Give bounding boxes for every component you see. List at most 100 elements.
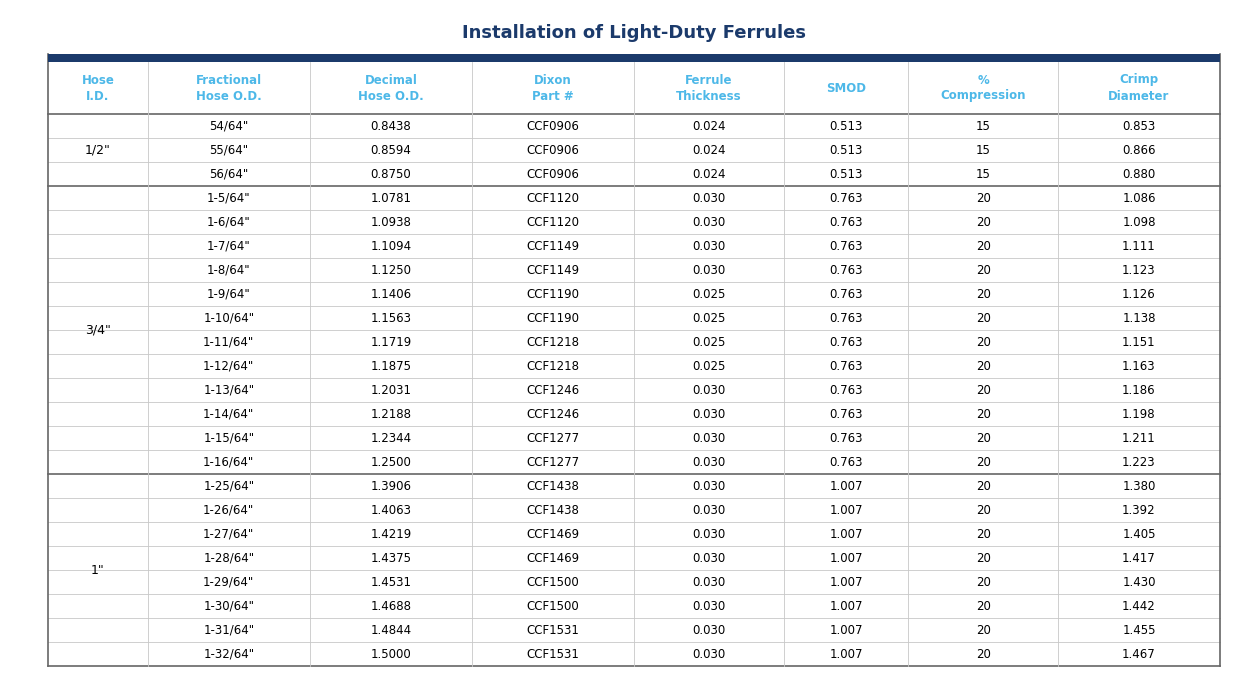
Text: 1.392: 1.392 [1122, 504, 1156, 516]
Text: 0.025: 0.025 [692, 312, 726, 324]
Text: 0.763: 0.763 [829, 264, 863, 276]
Text: 0.853: 0.853 [1122, 120, 1156, 132]
Text: 0.030: 0.030 [692, 216, 725, 228]
Text: 20: 20 [976, 479, 991, 493]
Text: 1.151: 1.151 [1122, 335, 1156, 349]
Text: 1.1719: 1.1719 [370, 335, 411, 349]
Text: SMOD: SMOD [826, 82, 867, 95]
Text: 0.024: 0.024 [692, 168, 726, 180]
Text: CCF1469: CCF1469 [527, 552, 579, 564]
Text: 1.186: 1.186 [1122, 383, 1156, 397]
Text: 1.380: 1.380 [1122, 479, 1156, 493]
Text: 1-7/64": 1-7/64" [207, 239, 251, 253]
Text: 1.4219: 1.4219 [370, 527, 411, 541]
Text: 1.007: 1.007 [829, 575, 863, 589]
Text: 1.123: 1.123 [1122, 264, 1156, 276]
Text: 1.4531: 1.4531 [370, 575, 411, 589]
Text: 0.030: 0.030 [692, 408, 725, 420]
Text: 0.763: 0.763 [829, 239, 863, 253]
Text: 1.007: 1.007 [829, 527, 863, 541]
Text: %
Compression: % Compression [940, 74, 1026, 103]
Text: 20: 20 [976, 648, 991, 660]
Text: 0.024: 0.024 [692, 143, 726, 157]
Text: 1-31/64": 1-31/64" [203, 623, 255, 637]
Text: 0.030: 0.030 [692, 648, 725, 660]
Text: 1-10/64": 1-10/64" [203, 312, 255, 324]
Text: 55/64": 55/64" [209, 143, 248, 157]
Text: 1.417: 1.417 [1122, 552, 1156, 564]
Text: 1.442: 1.442 [1122, 600, 1156, 612]
Text: CCF0906: CCF0906 [527, 120, 579, 132]
Text: 20: 20 [976, 600, 991, 612]
Text: 0.030: 0.030 [692, 383, 725, 397]
Text: 0.880: 0.880 [1122, 168, 1156, 180]
Text: 20: 20 [976, 287, 991, 301]
Text: 3/4": 3/4" [85, 324, 110, 337]
Text: CCF1218: CCF1218 [527, 360, 579, 372]
Text: 56/64": 56/64" [209, 168, 248, 180]
Text: 20: 20 [976, 456, 991, 468]
Text: CCF1438: CCF1438 [527, 479, 579, 493]
Text: 20: 20 [976, 623, 991, 637]
Text: 1.4375: 1.4375 [370, 552, 411, 564]
Text: 0.025: 0.025 [692, 335, 726, 349]
Text: 20: 20 [976, 264, 991, 276]
Text: 20: 20 [976, 216, 991, 228]
Text: 1.007: 1.007 [829, 648, 863, 660]
Text: CCF1149: CCF1149 [527, 264, 579, 276]
Text: 1": 1" [92, 564, 105, 577]
Text: 1-25/64": 1-25/64" [203, 479, 255, 493]
Text: 15: 15 [976, 168, 991, 180]
Text: CCF1190: CCF1190 [527, 287, 579, 301]
Text: 0.030: 0.030 [692, 504, 725, 516]
Text: CCF1149: CCF1149 [527, 239, 579, 253]
Text: 1.223: 1.223 [1122, 456, 1156, 468]
Text: 1.098: 1.098 [1122, 216, 1156, 228]
Text: 20: 20 [976, 239, 991, 253]
Text: 0.030: 0.030 [692, 600, 725, 612]
Text: 0.030: 0.030 [692, 191, 725, 205]
Text: 0.8594: 0.8594 [370, 143, 411, 157]
Text: CCF1500: CCF1500 [527, 600, 579, 612]
Text: Hose
I.D.: Hose I.D. [82, 74, 114, 103]
Text: 1.007: 1.007 [829, 479, 863, 493]
Text: 20: 20 [976, 312, 991, 324]
Text: Crimp
Diameter: Crimp Diameter [1109, 74, 1170, 103]
Text: Decimal
Hose O.D.: Decimal Hose O.D. [357, 74, 424, 103]
Text: 20: 20 [976, 431, 991, 445]
Text: CCF1218: CCF1218 [527, 335, 579, 349]
Text: Installation of Light-Duty Ferrules: Installation of Light-Duty Ferrules [461, 24, 806, 42]
Text: 1.4844: 1.4844 [370, 623, 411, 637]
Text: 1-11/64": 1-11/64" [203, 335, 255, 349]
Text: 0.030: 0.030 [692, 239, 725, 253]
Text: 1.2344: 1.2344 [370, 431, 411, 445]
Text: 0.763: 0.763 [829, 360, 863, 372]
Text: 20: 20 [976, 191, 991, 205]
Text: 1/2": 1/2" [85, 143, 110, 157]
Text: 1.007: 1.007 [829, 623, 863, 637]
Text: 1-28/64": 1-28/64" [203, 552, 255, 564]
Text: 1.1094: 1.1094 [370, 239, 411, 253]
Text: 0.030: 0.030 [692, 623, 725, 637]
Text: 0.866: 0.866 [1122, 143, 1156, 157]
Text: CCF0906: CCF0906 [527, 143, 579, 157]
Text: 0.763: 0.763 [829, 408, 863, 420]
Text: 1.126: 1.126 [1122, 287, 1156, 301]
Text: 0.025: 0.025 [692, 360, 726, 372]
Text: 1.467: 1.467 [1122, 648, 1156, 660]
Text: 0.030: 0.030 [692, 264, 725, 276]
Text: 0.763: 0.763 [829, 191, 863, 205]
Text: CCF1277: CCF1277 [527, 431, 579, 445]
Text: 1.007: 1.007 [829, 552, 863, 564]
Text: 1.1250: 1.1250 [370, 264, 411, 276]
Text: 15: 15 [976, 143, 991, 157]
Text: 1.138: 1.138 [1122, 312, 1156, 324]
Text: 1.1406: 1.1406 [370, 287, 411, 301]
Text: 1.0781: 1.0781 [370, 191, 411, 205]
Text: 0.763: 0.763 [829, 456, 863, 468]
Text: 0.513: 0.513 [829, 168, 863, 180]
Text: 0.030: 0.030 [692, 552, 725, 564]
Text: 1.086: 1.086 [1122, 191, 1156, 205]
Text: 0.025: 0.025 [692, 287, 726, 301]
Text: CCF1500: CCF1500 [527, 575, 579, 589]
